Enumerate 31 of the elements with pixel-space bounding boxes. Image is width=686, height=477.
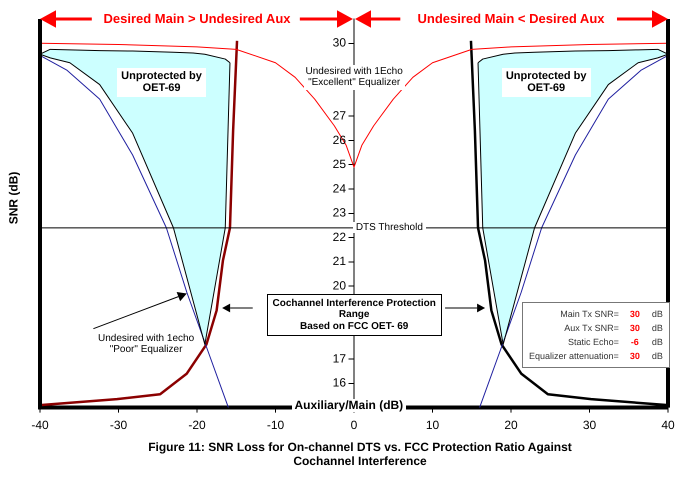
y-tick-label: 25 bbox=[332, 157, 346, 172]
x-tick-label: -20 bbox=[188, 418, 206, 432]
annotation: Cochannel Interference Protection Range Based on FCC OET- 69 bbox=[266, 294, 442, 336]
parameter-box: Main Tx SNR= 30 dB Aux Tx SNR= 30 dB Static Echo= -6 dB Equalizer attenuation= 30 dB bbox=[522, 302, 670, 368]
annotation: Unprotected by OET-69 bbox=[502, 68, 590, 97]
y-tick-label: 22 bbox=[332, 230, 346, 244]
x-tick-label: -10 bbox=[266, 418, 284, 432]
x-tick-label: -40 bbox=[31, 418, 49, 432]
x-tick-label: 40 bbox=[661, 418, 675, 432]
y-tick-label: 24 bbox=[332, 181, 346, 196]
x-tick-label: 20 bbox=[504, 418, 518, 432]
annotation: Undesired with 1echo "Poor" Equalizer bbox=[96, 332, 196, 357]
x-tick-label: 30 bbox=[582, 418, 596, 432]
x-tick-label: 10 bbox=[426, 418, 440, 432]
x-tick-label: 0 bbox=[350, 418, 358, 432]
ref-line-label: DTS Threshold bbox=[352, 222, 426, 234]
x-axis-title: Auxiliary/Main (dB) bbox=[292, 398, 406, 412]
x-tick-label: -30 bbox=[110, 418, 128, 432]
annotation: Undesired with 1Echo "Excellent" Equalizer bbox=[304, 64, 405, 90]
y-tick-label: 16 bbox=[332, 376, 346, 390]
y-tick-label: 30 bbox=[332, 36, 346, 50]
y-tick-label: 23 bbox=[332, 206, 346, 220]
text: Figure 11: SNR Loss for On-channel DTS vs. FCC Protection Ratio Against Cochannel Interference bbox=[147, 440, 573, 469]
y-tick-label: 20 bbox=[332, 278, 346, 292]
y-tick-label: 27 bbox=[332, 108, 346, 122]
annotation: Unprotected by OET-69 bbox=[117, 68, 206, 97]
y-axis-title: SNR (dB) bbox=[6, 171, 21, 224]
annotation: Undesired Main < Desired Aux bbox=[414, 10, 608, 26]
y-tick-label: 17 bbox=[332, 351, 346, 366]
y-tick-label: 21 bbox=[332, 254, 346, 268]
annotation: Desired Main > Undesired Aux bbox=[100, 10, 294, 26]
